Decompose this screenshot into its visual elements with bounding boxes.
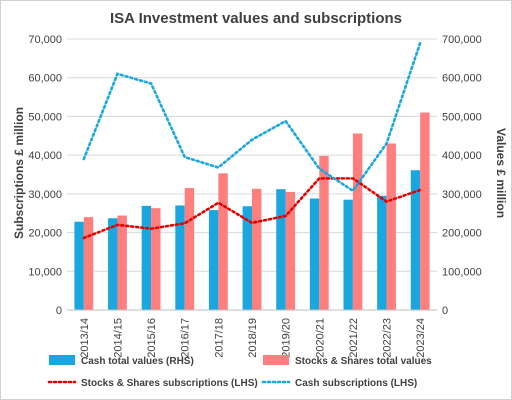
bar [74,221,84,310]
legend-label: Stocks & Shares subscriptions (LHS) [81,378,258,389]
bar [108,218,118,310]
right-tick-label: 700,000 [442,34,482,46]
x-tick-label: 2020/21 [314,318,326,358]
legend-label: Cash subscriptions (LHS) [295,378,417,389]
bar [377,195,387,310]
bar [83,217,94,310]
bar [410,170,421,310]
x-tick-label: 2015/16 [146,318,158,358]
bar [141,205,152,310]
x-tick-label: 2019/20 [281,318,293,358]
bar [285,191,296,310]
bar [319,155,329,310]
y-right-label: Values £ million [494,128,508,218]
chart-title: ISA Investment values and subscriptions [110,10,402,27]
right-tick-label: 0 [442,305,448,317]
right-tick-label: 500,000 [442,111,482,123]
x-tick-label: 2014/15 [112,318,124,358]
bar [175,205,185,310]
x-axis-ticks: 2013/14 2014/15 2015/16 2016/17 2017/18 2018/… [79,318,427,358]
x-tick-label: 2013/14 [79,318,91,358]
legend-swatch [49,355,75,365]
series-line [82,177,422,240]
left-tick-label: 0 [56,305,62,317]
legend-label: Cash total values (RHS) [81,356,194,367]
bars [74,112,430,310]
right-axis-ticks: 0 100,000 200,000 300,000 400,000 500,000 600,… [442,34,482,317]
bar [309,198,320,310]
x-tick-label: 2022/23 [382,318,394,358]
right-tick-label: 600,000 [442,73,482,85]
legend-swatch [263,355,289,365]
bar [117,215,127,310]
legend: Cash total values (RHS) Stocks & Shares t… [47,355,432,389]
left-tick-label: 30,000 [28,189,62,201]
right-tick-label: 300,000 [442,189,482,201]
lines [82,41,422,240]
bar [184,188,195,310]
series-line [82,41,422,193]
bar [252,188,262,310]
bar [276,189,286,310]
bar [242,206,252,310]
right-tick-label: 200,000 [442,228,482,240]
y-left-label: Subscriptions £ million [12,107,26,239]
left-axis-ticks: 0 10,000 20,000 30,000 40,000 50,000 60,000 70,… [28,34,62,317]
x-tick-label: 2018/19 [247,318,259,358]
bar [343,199,353,310]
right-tick-label: 400,000 [442,150,482,162]
left-tick-label: 10,000 [28,266,62,278]
bar [386,143,396,310]
bar [352,133,363,310]
left-tick-label: 50,000 [28,111,62,123]
x-tick-label: 2021/22 [348,318,360,358]
left-tick-label: 60,000 [28,73,62,85]
x-tick-label: 2016/17 [180,318,192,358]
bar [151,208,161,310]
right-tick-label: 100,000 [442,266,482,278]
x-tick-label: 2023/24 [415,318,427,358]
legend-label: Stocks & Shares total values [295,356,432,367]
left-tick-label: 70,000 [28,34,62,46]
bar [208,210,219,310]
left-tick-label: 20,000 [28,228,62,240]
bar [420,112,430,310]
left-tick-label: 40,000 [28,150,62,162]
bar [218,173,228,310]
x-tick-label: 2017/18 [213,318,225,358]
